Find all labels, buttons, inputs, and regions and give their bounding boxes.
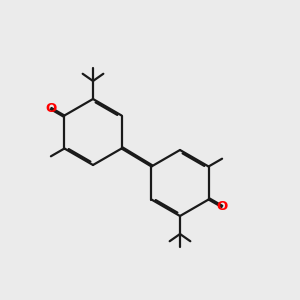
Text: O: O <box>216 200 227 214</box>
Text: O: O <box>46 101 57 115</box>
